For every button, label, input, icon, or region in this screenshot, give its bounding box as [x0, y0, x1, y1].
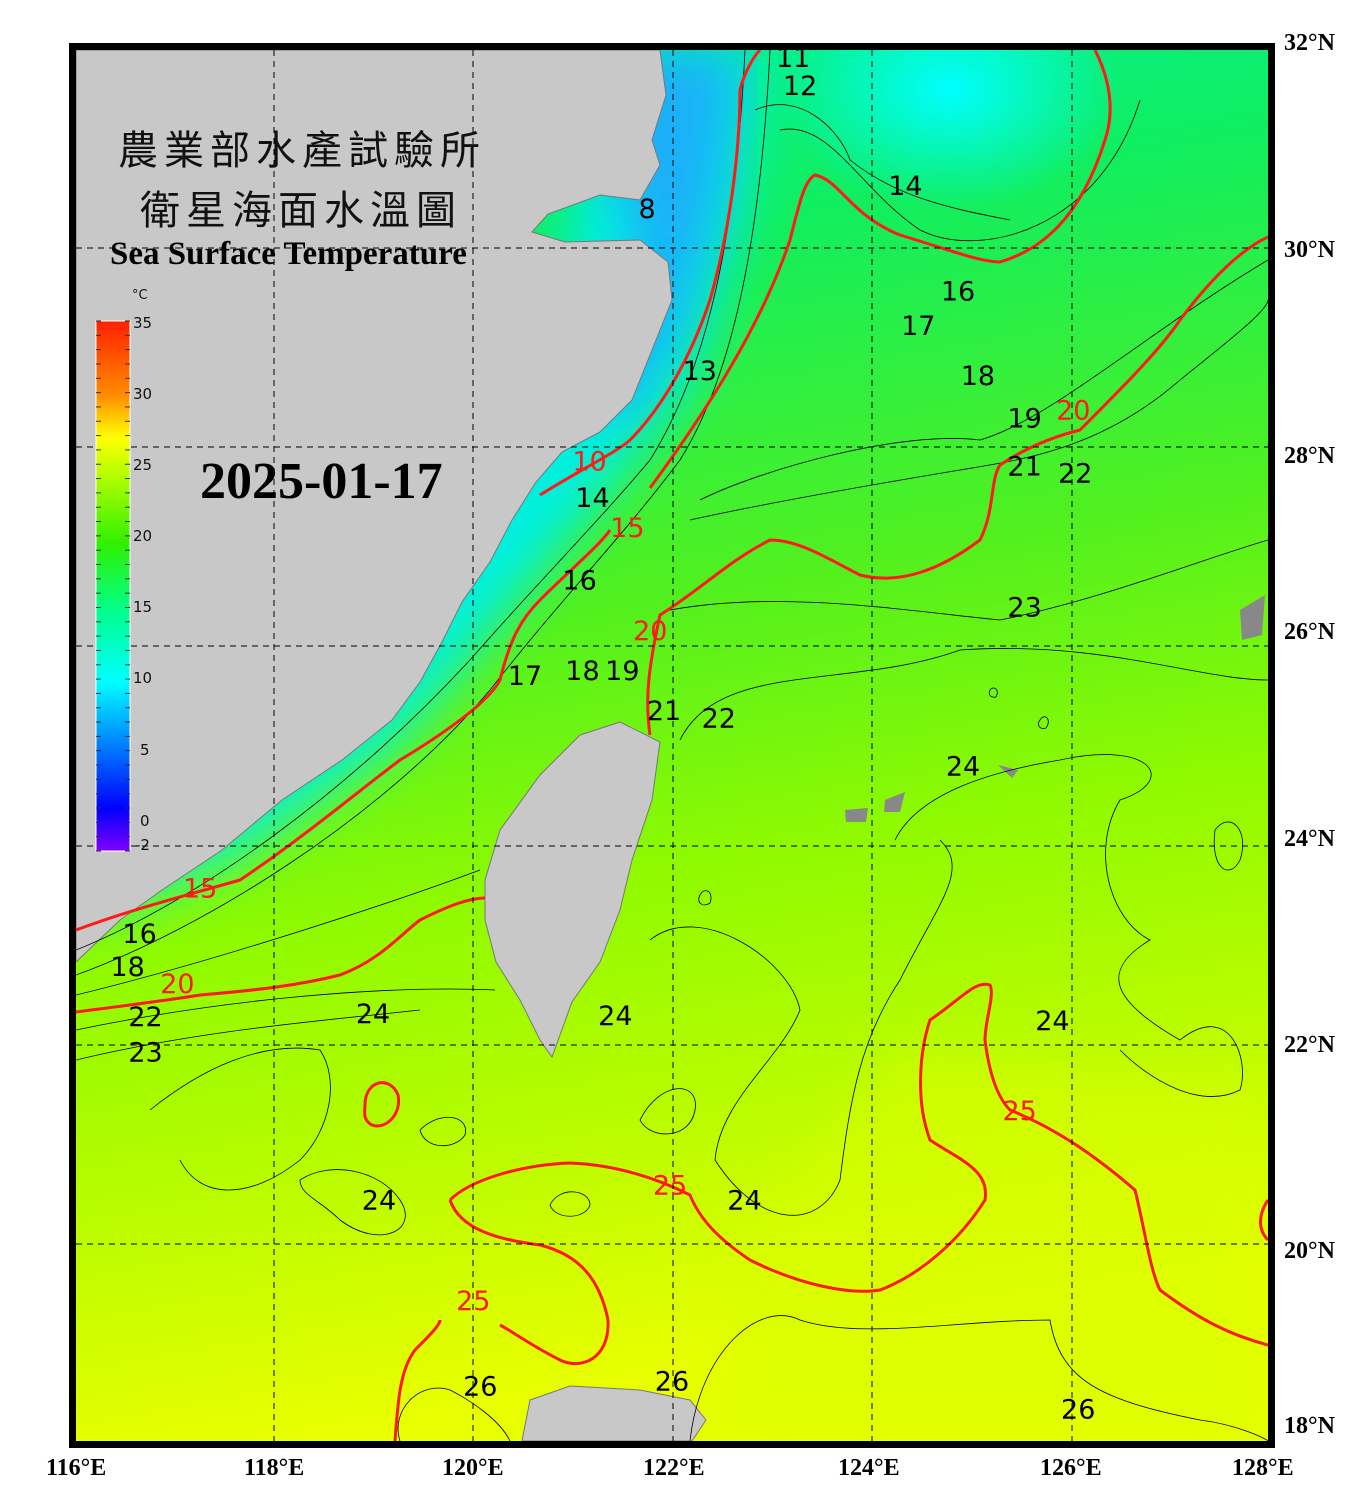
lat-label: 26°N — [1284, 619, 1335, 645]
lat-label: 20°N — [1284, 1238, 1335, 1264]
isotherm-20-strait — [76, 896, 486, 1014]
contour-label: 18 — [961, 361, 995, 392]
southeast-yellow-area — [700, 1050, 1268, 1441]
contour-label: 13 — [683, 356, 717, 387]
contour-label: 20 — [633, 616, 667, 647]
graticule — [76, 50, 1268, 1441]
contour-label: 14 — [888, 171, 922, 202]
contour-label: 16 — [562, 566, 596, 597]
contour-label: 24 — [946, 751, 980, 782]
lon-label: 122°E — [643, 1455, 705, 1481]
cold-water-patch — [780, 50, 1120, 210]
contour-label: 19 — [1007, 404, 1041, 435]
contour-label: 21 — [1007, 451, 1041, 482]
contour-label: 25 — [456, 1286, 490, 1317]
contour-label: 8 — [639, 194, 656, 225]
contour-label: 25 — [1002, 1096, 1036, 1127]
isotherm-25-loop-west — [448, 1199, 610, 1366]
isotherm-25-small-loop — [363, 1081, 401, 1128]
contour-label: 22 — [702, 704, 736, 735]
contour-label: 20 — [160, 969, 194, 1000]
colorbar-tick-label: 10 — [133, 669, 153, 687]
contour-label: 26 — [463, 1371, 497, 1402]
land-china-coast — [76, 50, 673, 963]
contour-label: 18 — [565, 656, 599, 687]
contour-label: 18 — [110, 952, 144, 983]
land-luzon — [521, 1385, 707, 1441]
title-english: Sea Surface Temperature — [110, 236, 467, 272]
title-line2: 衛星海面水溫圖 — [140, 188, 462, 234]
land-taiwan — [484, 721, 661, 1059]
colorbar-unit: °C — [132, 288, 148, 303]
lon-label: 118°E — [244, 1455, 305, 1481]
lon-label: 116°E — [46, 1455, 107, 1481]
lat-label: 30°N — [1284, 237, 1335, 263]
lat-label: 24°N — [1284, 826, 1335, 852]
contour-label: 26 — [655, 1366, 689, 1397]
contour-label: 24 — [362, 1186, 396, 1217]
contour-label: 24 — [598, 1001, 632, 1032]
map-date: 2025-01-17 — [200, 453, 443, 510]
colorbar-tick-label: 0 — [140, 812, 150, 830]
contour-label: 21 — [647, 696, 681, 727]
isotherm-20-north — [646, 235, 1268, 736]
contour-label: 17 — [508, 661, 542, 692]
contour-label: 24 — [356, 999, 390, 1030]
contour-label: 22 — [128, 1002, 162, 1033]
contour-label: 24 — [1035, 1006, 1069, 1037]
contour-label: 11 — [776, 43, 810, 74]
contour-label: 23 — [128, 1038, 162, 1069]
isotherm-25-loop-south — [448, 982, 1268, 1347]
contour-label: 14 — [575, 483, 609, 514]
lat-label: 18°N — [1284, 1413, 1335, 1439]
lat-label: 22°N — [1284, 1032, 1335, 1058]
contour-label: 20 — [1056, 396, 1090, 427]
lon-label: 124°E — [838, 1455, 900, 1481]
contour-label: 25 — [653, 1171, 687, 1202]
isotherm-15-north — [648, 50, 1112, 489]
contour-label: 22 — [1058, 458, 1092, 489]
contour-label: 15 — [610, 513, 644, 544]
contour-label: 17 — [901, 311, 935, 342]
lon-label: 128°E — [1232, 1455, 1294, 1481]
isotherm-15-coast — [76, 529, 612, 932]
colorbar-tick-label: 15 — [133, 598, 153, 616]
colorbar-tick-label: 25 — [133, 456, 153, 474]
lon-label: 120°E — [442, 1455, 504, 1481]
isotherm-10 — [539, 50, 762, 497]
isotherm-25-southwest — [393, 1319, 442, 1441]
title-line1: 農業部水產試驗所 — [118, 128, 486, 174]
colorbar-tick-label: -2 — [135, 836, 150, 854]
contour-label: 26 — [1061, 1394, 1095, 1425]
contour-label: 23 — [1007, 592, 1041, 623]
land-ryukyu-islands — [845, 595, 1265, 822]
colorbar — [95, 320, 131, 852]
contour-label: 12 — [783, 71, 817, 102]
lon-label: 126°E — [1040, 1455, 1102, 1481]
isotherm-25-east-edge — [1259, 1199, 1268, 1242]
contour-label: 16 — [122, 919, 156, 950]
isotherms-major — [76, 50, 1268, 1441]
colorbar-tick-label: 5 — [140, 741, 150, 759]
colorbar-tick-label: 35 — [133, 314, 153, 332]
contour-label: 10 — [572, 446, 606, 477]
contour-label: 24 — [727, 1186, 761, 1217]
lat-label: 28°N — [1284, 443, 1335, 469]
isotherms-thin — [76, 50, 1268, 1441]
lat-label: 32°N — [1284, 30, 1335, 56]
contour-label: 19 — [605, 656, 639, 687]
colorbar-tick-label: 20 — [133, 527, 153, 545]
colorbar-ticks — [96, 320, 130, 852]
colorbar-tick-label: 30 — [133, 385, 153, 403]
contour-label: 15 — [183, 874, 217, 905]
contour-label: 16 — [941, 276, 975, 307]
